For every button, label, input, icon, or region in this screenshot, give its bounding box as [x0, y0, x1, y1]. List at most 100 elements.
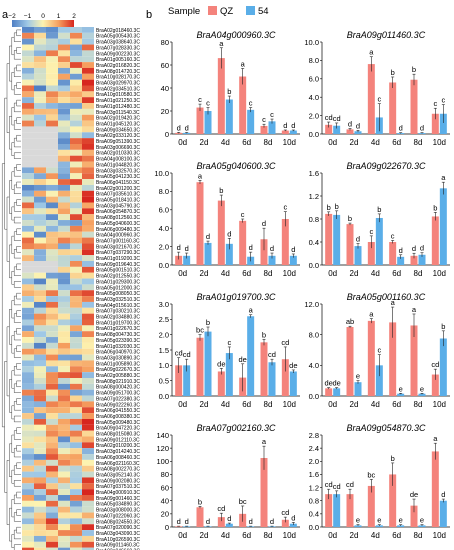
heatmap-cell	[34, 319, 46, 326]
heatmap-cell	[34, 337, 46, 343]
heatmap-row-label: BraA02g005880.3C	[96, 373, 140, 379]
bar	[225, 353, 233, 396]
heatmap-cell	[58, 360, 70, 367]
heatmap-cell	[34, 465, 46, 472]
dendrogram-branch	[16, 462, 21, 469]
heatmap-cell	[22, 418, 34, 425]
significance-letter: c	[377, 95, 381, 104]
bar	[289, 255, 297, 265]
chart-title: BraA09g022670.3C	[346, 161, 426, 171]
heatmap-cell	[34, 530, 46, 536]
significance-letter: cd	[281, 508, 289, 517]
heatmap-cell	[34, 85, 46, 92]
heatmap-cell	[34, 243, 46, 250]
significance-letter: d	[270, 517, 274, 526]
heatmap-cell	[70, 120, 82, 127]
bar	[268, 526, 276, 527]
heatmap-cell	[70, 126, 82, 133]
heatmap-row-label: BraA09g011460.3C	[96, 543, 140, 549]
heatmap-cell	[70, 366, 82, 373]
significance-letter: bc	[239, 497, 247, 506]
bar	[431, 451, 439, 527]
heatmap-cell	[58, 272, 70, 279]
heatmap-cell	[46, 307, 58, 314]
heatmap-cell	[70, 495, 82, 501]
dendrogram-branch	[13, 430, 21, 440]
significance-letter: d	[206, 517, 210, 526]
heatmap-cell	[82, 477, 94, 484]
heatmap-cell	[22, 301, 34, 308]
heatmap-cell	[82, 114, 94, 121]
heatmap-cell	[34, 120, 46, 127]
y-tick-label: 6.0	[309, 75, 319, 84]
heatmap-cell	[46, 413, 58, 419]
heatmap-cell	[22, 372, 34, 378]
heatmap-row-label: BraA06g021160.3C	[96, 461, 140, 467]
heatmap-row-label: BraA03g052140.3C	[96, 472, 140, 478]
dendrogram-branch	[16, 363, 21, 370]
bar	[375, 217, 383, 265]
significance-letter: cd	[333, 482, 341, 491]
heatmap-cell	[82, 196, 94, 203]
x-tick-label: 8d	[414, 269, 423, 278]
significance-letter: c	[198, 95, 202, 104]
bar	[325, 124, 333, 134]
y-tick-label: 0.0	[309, 261, 319, 270]
bar	[268, 121, 276, 134]
heatmap-cell	[34, 518, 46, 525]
x-tick-label: 6d	[242, 531, 251, 540]
y-tick-label: 10.0	[154, 169, 169, 178]
heatmap-cell	[34, 249, 46, 256]
heatmap-cell	[58, 243, 70, 250]
heatmap-cell	[70, 184, 82, 191]
heatmap-cell	[58, 278, 70, 285]
heatmap-cell	[46, 436, 58, 443]
heatmap-cell	[22, 149, 34, 156]
heatmap-cell	[22, 249, 34, 256]
heatmap-row-label: BraA08g000420.3C	[96, 385, 140, 391]
heatmap-cell	[82, 360, 94, 367]
significance-letter: c	[369, 227, 373, 236]
heatmap-cell	[82, 489, 94, 495]
significance-letter: b	[412, 65, 416, 74]
heatmap-cell	[82, 389, 94, 396]
bar	[389, 242, 397, 265]
heatmap-cell	[82, 167, 94, 174]
heatmap-cell	[22, 103, 34, 109]
heatmap-cell	[58, 313, 70, 320]
heatmap-cell	[46, 255, 58, 261]
heatmap-cell	[70, 67, 82, 74]
heatmap-cell	[82, 459, 94, 466]
heatmap-cell	[58, 518, 70, 525]
heatmap-cell	[22, 91, 34, 98]
heatmap-cell	[34, 401, 46, 408]
heatmap-cell	[46, 337, 58, 343]
dendrogram-branch	[6, 460, 10, 525]
x-tick-label: 8d	[414, 138, 423, 147]
significance-letter: c	[433, 99, 437, 108]
dendrogram-branch	[6, 326, 10, 397]
heatmap-cell	[58, 483, 70, 490]
significance-letter: d	[283, 121, 287, 130]
x-tick-label: 0d	[328, 400, 337, 409]
bar	[289, 523, 297, 527]
bar	[354, 131, 362, 134]
x-tick-label: 4d	[371, 400, 380, 409]
heatmap-cell	[34, 500, 46, 507]
heatmap-cell	[46, 56, 58, 63]
x-tick-label: 8d	[264, 138, 273, 147]
bar	[183, 526, 191, 527]
dendrogram-branch	[11, 206, 15, 221]
heatmap-cell	[34, 471, 46, 478]
bar	[354, 382, 362, 396]
heatmap-cell	[82, 401, 94, 408]
heatmap-cell	[22, 331, 34, 338]
bar	[367, 242, 375, 265]
heatmap-cell	[34, 524, 46, 531]
legend-title: Sample	[168, 6, 200, 17]
heatmap-cell	[34, 237, 46, 244]
heatmap-cell	[22, 243, 34, 250]
heatmap-cell	[22, 126, 34, 133]
heatmap-cell	[82, 208, 94, 215]
y-tick-label: 4.0	[309, 93, 319, 102]
